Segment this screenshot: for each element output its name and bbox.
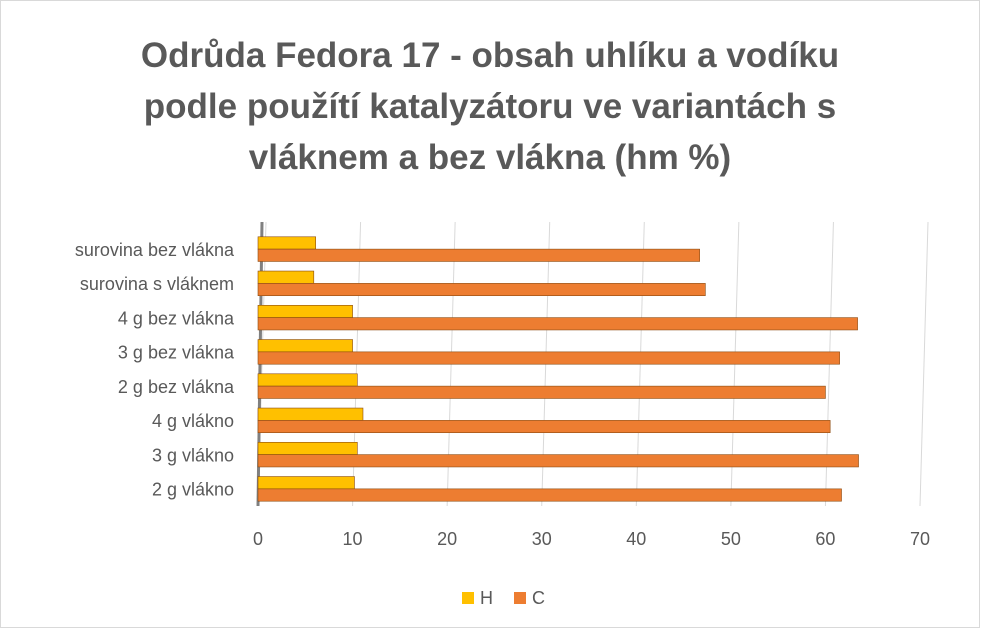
x-tick-label: 50 <box>721 529 741 549</box>
y-tick-label: 3 g vlákno <box>152 445 234 465</box>
bar <box>257 441 358 455</box>
bar <box>257 476 355 490</box>
grid-line <box>919 221 929 507</box>
legend-swatch <box>462 592 474 604</box>
bar <box>257 248 700 262</box>
bar <box>257 420 831 434</box>
bar <box>257 488 842 502</box>
y-tick-label: surovina s vláknem <box>80 274 234 294</box>
bar <box>257 270 315 284</box>
bar <box>257 454 859 468</box>
legend-label: H <box>480 588 493 608</box>
bar <box>257 385 826 399</box>
bar <box>257 283 706 297</box>
bar <box>257 317 858 331</box>
legend-swatch <box>514 592 526 604</box>
x-tick-label: 0 <box>253 529 263 549</box>
y-tick-label: 2 g vlákno <box>152 480 234 500</box>
legend-label: C <box>532 588 545 608</box>
y-tick-label: surovina bez vlákna <box>75 240 235 260</box>
bar <box>257 339 353 353</box>
bar <box>257 351 840 365</box>
x-tick-label: 60 <box>815 529 835 549</box>
x-tick-label: 30 <box>532 529 552 549</box>
bar <box>257 407 364 421</box>
y-tick-label: 4 g vlákno <box>152 411 234 431</box>
x-tick-label: 40 <box>626 529 646 549</box>
bar <box>257 373 358 387</box>
x-tick-label: 70 <box>910 529 930 549</box>
x-tick-label: 20 <box>437 529 457 549</box>
y-tick-label: 4 g bez vlákna <box>118 308 235 328</box>
chart-title: Odrůda Fedora 17 - obsah uhlíku a vodíku… <box>140 36 840 177</box>
bar <box>257 236 316 250</box>
y-tick-label: 3 g bez vlákna <box>118 343 235 363</box>
bar <box>257 304 353 318</box>
x-tick-label: 10 <box>343 529 363 549</box>
y-tick-label: 2 g bez vlákna <box>118 377 235 397</box>
